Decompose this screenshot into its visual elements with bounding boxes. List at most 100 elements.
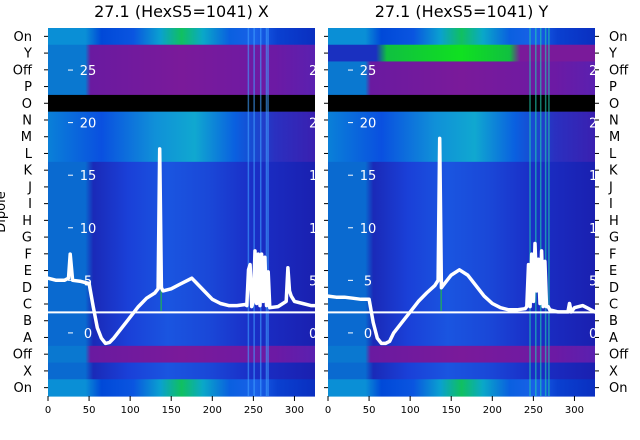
row-label: Y (608, 47, 617, 62)
heatmap-panel-2: 0 0 5 5 10 10 15 15 20 20 25 25 (326, 28, 606, 397)
trace-tick-label: 25 (360, 64, 377, 79)
trace-tick-label: 15 (80, 169, 97, 184)
heatmap-row-g-12 (328, 228, 595, 247)
heatmap-row-o-4 (48, 94, 315, 113)
row-label: D (22, 281, 32, 296)
trace-tick-label-right: 10 (589, 222, 606, 237)
trace-tick-label: 5 (364, 274, 372, 289)
x-tick-label: 250 (244, 405, 263, 416)
heatmap-row-x-20 (48, 362, 315, 380)
trace-tick-label-right: 25 (309, 64, 326, 79)
row-label: A (23, 331, 32, 346)
heatmap-row-on-0 (328, 28, 595, 46)
stripe-2 (539, 28, 542, 396)
trace-tick-label: 5 (84, 274, 92, 289)
stripe-1 (253, 28, 255, 396)
stripe-4 (548, 28, 550, 396)
row-label: J (608, 180, 613, 195)
heatmap-row-p-3 (48, 78, 315, 96)
trace-tick-label-right: 0 (309, 327, 317, 342)
row-label: C (23, 298, 32, 313)
heatmap-row-y-1 (48, 44, 315, 63)
row-label: J (27, 180, 32, 195)
row-label: P (24, 80, 32, 95)
heatmap-row-off-19 (328, 345, 595, 364)
row-label: E (609, 264, 617, 279)
stripe-0 (247, 28, 250, 396)
row-label: Y (23, 47, 32, 62)
x-tick-label: 150 (442, 405, 461, 416)
stripe-1 (535, 28, 537, 396)
heatmap-row-f-13 (48, 245, 315, 263)
trace-tick-label-right: 15 (589, 169, 606, 184)
trace-tick-label-right: 15 (309, 169, 326, 184)
row-label: M (21, 130, 32, 145)
heatmap-row-on-0 (48, 28, 315, 46)
row-label: H (22, 214, 32, 229)
heatmap-row-y-1 (328, 44, 595, 63)
row-label: D (609, 281, 619, 296)
row-label: O (22, 97, 32, 112)
row-label: M (609, 130, 620, 145)
heatmap-row-n-5 (328, 111, 595, 129)
row-label: E (24, 264, 32, 279)
trace-tick-label: 0 (364, 327, 372, 342)
x-tick-label: 0 (325, 405, 331, 416)
row-label: On (609, 381, 627, 396)
x-tick-label: 0 (45, 405, 51, 416)
trace-tick-label-right: 0 (589, 327, 597, 342)
heatmap-row-on-21 (48, 379, 315, 397)
heatmap-row-on-21 (328, 379, 595, 397)
row-label: G (609, 231, 619, 246)
trace-tick-label: 10 (360, 222, 377, 237)
row-label: N (609, 114, 619, 129)
row-label: K (609, 164, 618, 179)
row-label: Off (609, 63, 629, 78)
y-axis-label: Dipole (0, 191, 9, 232)
heatmap-row-h-11 (328, 212, 595, 230)
heatmap-row-x-20 (328, 362, 595, 380)
row-label: I (609, 197, 613, 212)
row-label: B (23, 314, 32, 329)
heatmap-row-f-13 (328, 245, 595, 263)
row-label: F (609, 247, 616, 262)
trace-tick-label-right: 25 (589, 64, 606, 79)
x-tick-label: 50 (363, 405, 376, 416)
stripe-3 (265, 28, 268, 396)
row-label: C (609, 298, 618, 313)
trace-tick-label-right: 20 (589, 117, 606, 132)
stripe-4 (267, 28, 269, 396)
trace-line (326, 136, 597, 346)
x-tick-label: 300 (285, 405, 304, 416)
heatmap-row-m-6 (328, 128, 595, 146)
trace-tick-label: 20 (80, 117, 97, 132)
x-tick-label: 50 (83, 405, 96, 416)
heatmap-row-o-4 (328, 94, 595, 113)
trace-tick-label-right: 10 (309, 222, 326, 237)
row-label: On (609, 30, 627, 45)
row-label: A (609, 331, 618, 346)
heatmap-row-off-2 (328, 61, 595, 79)
heatmap-row-c-16 (48, 295, 315, 313)
chart-title: 27.1 (HexS5=1041) Y (375, 2, 549, 21)
row-label: X (23, 364, 32, 379)
heatmap-row-k-8 (328, 161, 595, 180)
row-label: Off (13, 63, 33, 78)
x-tick-label: 200 (203, 405, 222, 416)
row-label: O (609, 97, 619, 112)
stripe-0 (529, 28, 531, 396)
row-label: F (25, 247, 32, 262)
trace-line (46, 147, 317, 346)
row-label: B (609, 314, 618, 329)
row-label: P (609, 80, 617, 95)
trace-tick-label: 25 (80, 64, 97, 79)
row-label: X (609, 364, 618, 379)
heatmap-row-j-9 (328, 178, 595, 196)
x-tick-label: 300 (565, 405, 584, 416)
row-label: N (22, 114, 32, 129)
x-tick-label: 250 (524, 405, 543, 416)
trace-tick-label: 15 (360, 169, 377, 184)
row-label: I (28, 197, 32, 212)
heatmap-panel-1: 0 0 5 5 10 10 15 15 20 20 25 25 (46, 28, 326, 397)
